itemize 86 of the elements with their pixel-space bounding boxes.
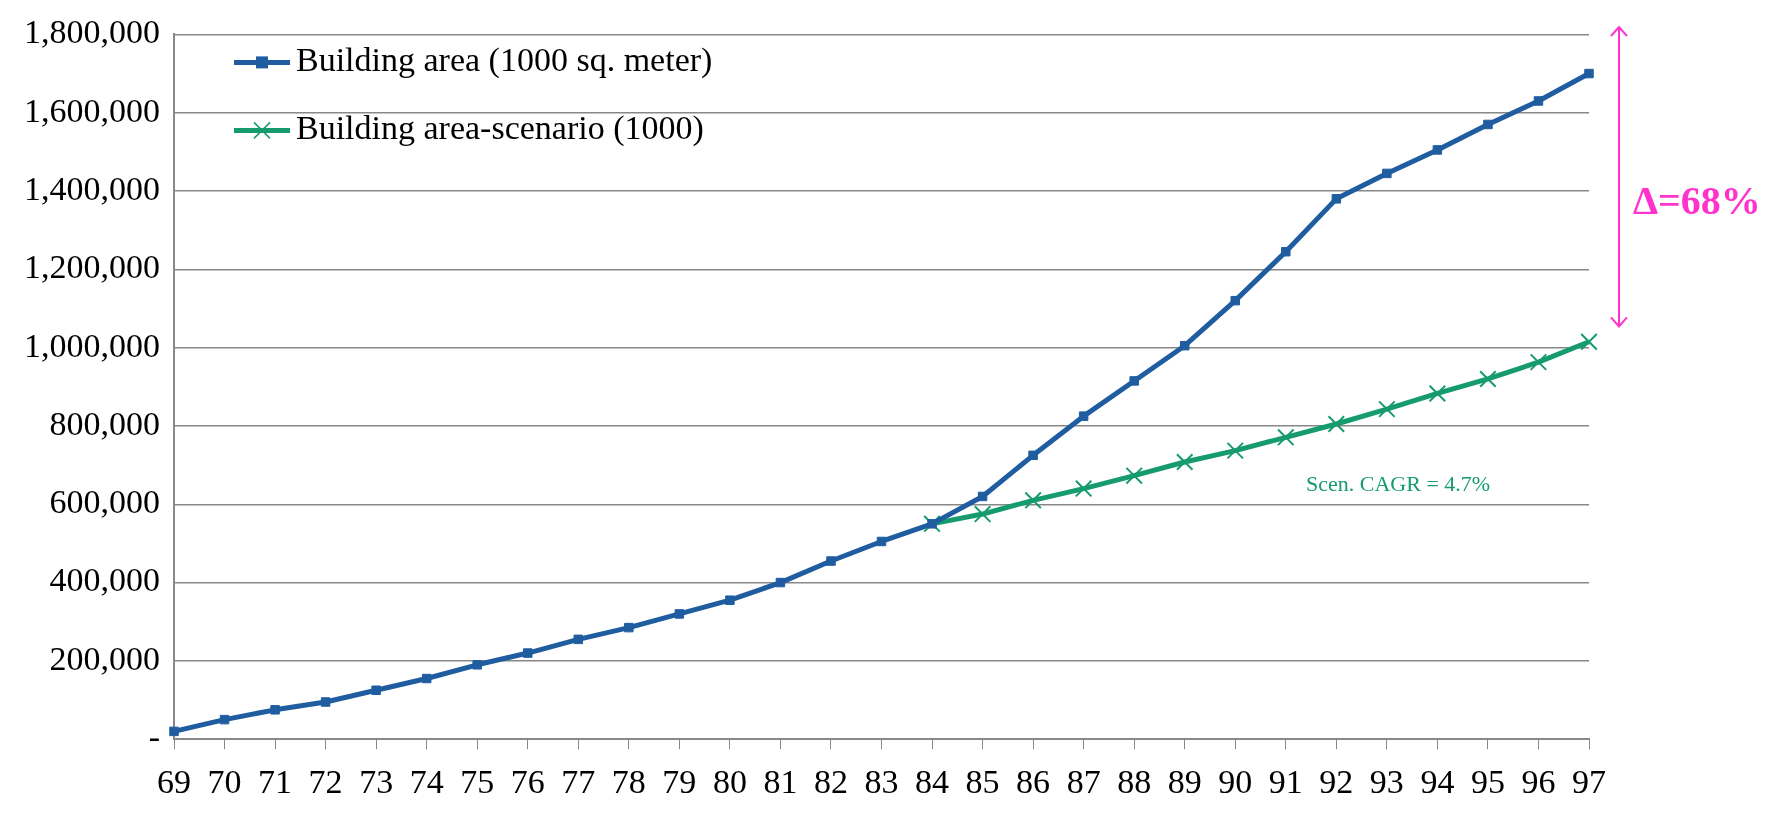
point [1175,453,1194,471]
x-tick-label: 72 [308,762,343,800]
point [523,648,533,658]
x-tick-label: 92 [1319,762,1354,800]
y-tick-label: 600,000 [49,483,160,521]
point [421,673,432,684]
y-tick-label: 1,400,000 [24,169,160,207]
point [1529,353,1548,371]
legend-label: Building area (1000 sq. meter) [296,41,713,80]
x-tick-label: 96 [1521,762,1556,800]
annotation: Scen. CAGR = 4.7% [1306,471,1491,497]
y-tick-label: 400,000 [49,561,160,599]
point [775,577,786,588]
x-tick-label: 82 [813,762,848,800]
x-tick-label: 78 [611,762,646,800]
point [1078,411,1089,421]
point [270,705,280,715]
y-tick-label: - [148,718,160,756]
point [624,622,634,633]
x-tick-label: 88 [1117,762,1152,800]
y-tick-label: 1,000,000 [24,326,160,364]
point [371,685,381,695]
point [1230,295,1240,306]
x-tick-label: 83 [864,762,899,800]
point [977,491,988,502]
text: Δ=68% [1633,177,1761,223]
point [1024,491,1042,510]
point [1226,441,1245,460]
point [169,726,179,737]
x-tick-label: 71 [258,762,293,800]
point [1432,145,1443,155]
point [1378,400,1396,418]
point [1428,384,1447,403]
x-tick-label: 95 [1470,762,1505,800]
point [1277,428,1295,447]
y-tick-label: 1,200,000 [24,248,160,286]
point [973,505,992,523]
point [1584,68,1594,79]
point [876,536,887,547]
y-tick-label: 800,000 [49,404,160,442]
x-tick-label: 87 [1066,762,1101,800]
point [1281,246,1291,257]
x-tick-label: 89 [1167,762,1202,800]
y-tick-label: 1,600,000 [24,91,160,129]
point [927,519,937,529]
point [1483,119,1493,130]
x-tick-label: 94 [1420,762,1455,800]
point [725,595,735,605]
x-tick-label: 84 [915,762,950,800]
point [573,634,584,645]
point [923,515,941,533]
x-tick-label: 80 [712,762,747,800]
point [219,714,230,725]
y-tick-label: 1,800,000 [24,13,160,51]
x-tick-label: 79 [662,762,697,800]
x-tick-label: 73 [359,762,394,800]
point [1074,479,1093,498]
x-tick-label: 75 [460,762,495,800]
legend-label: Building area-scenario (1000) [296,109,704,148]
point [1028,450,1038,461]
y-tick-label: 200,000 [49,639,160,677]
x-tick-label: 86 [1016,762,1051,800]
point [1125,466,1143,485]
point [1580,332,1598,351]
x-tick-label: 93 [1369,762,1404,800]
x-tick-label: 77 [561,762,596,800]
x-tick-label: 85 [965,762,1000,800]
point [1331,194,1342,204]
point [674,609,685,619]
point [472,660,482,670]
x-tick-label: 70 [207,762,242,800]
point [1327,415,1346,433]
point [1129,376,1139,386]
x-tick-label: 97 [1572,762,1606,800]
x-tick-label: 69 [157,762,191,800]
point [1382,168,1392,179]
x-tick-label: 91 [1268,762,1303,800]
point [1179,340,1190,351]
point [1479,370,1497,388]
x-tick-label: 74 [409,762,444,800]
point [1533,96,1544,106]
point [826,556,836,566]
point [320,697,331,707]
x-tick-label: 76 [510,762,545,800]
x-tick-label: 81 [763,762,798,800]
x-tick-label: 90 [1218,762,1253,800]
